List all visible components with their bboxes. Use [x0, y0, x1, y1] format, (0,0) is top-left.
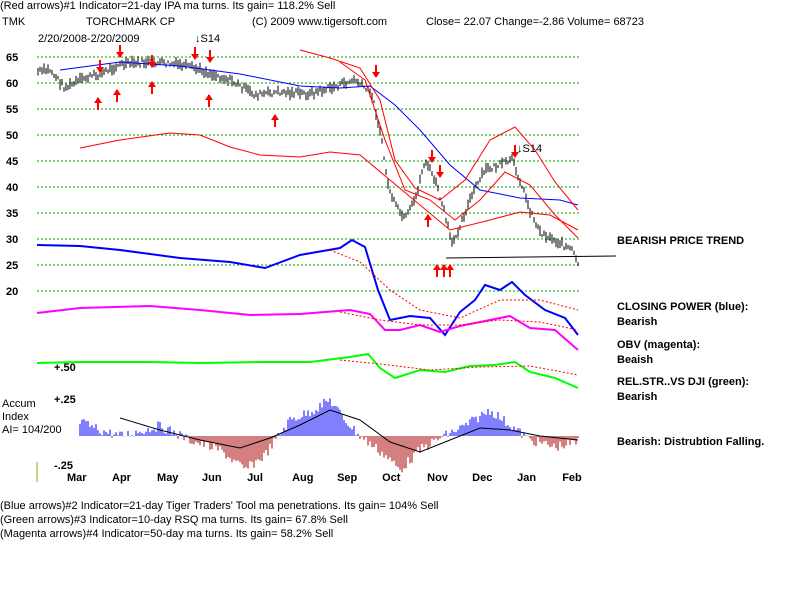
x-tick-label-sep: Sep	[337, 472, 357, 484]
x-tick-label-apr: Apr	[112, 472, 132, 484]
date-range: 2/20/2008-2/20/2009	[38, 33, 140, 45]
copyright-text: (C) 2009 www.tigersoft.com	[252, 16, 388, 28]
sell-arrow-0	[96, 60, 104, 73]
accum-ma-line	[119, 409, 579, 453]
y-tick-label-20: 20	[6, 286, 18, 298]
buy-arrow-3	[205, 94, 213, 107]
x-tick-label-jul: Jul	[247, 472, 263, 484]
buy-arrow-1	[113, 89, 121, 102]
accum-label-line3: AI= 104/200	[2, 424, 62, 436]
accum-top-tick: +.25	[54, 394, 76, 406]
chart-gridlines	[37, 56, 580, 292]
x-tick-label-nov: Nov	[427, 472, 449, 484]
x-tick-label-aug: Aug	[292, 472, 313, 484]
y-tick-label-40: 40	[6, 182, 18, 194]
accum-bottom-tick: -.25	[54, 460, 73, 472]
sell-arrow-3	[191, 47, 199, 60]
x-tick-label-oct: Oct	[382, 472, 401, 484]
rel-strength-line	[36, 352, 579, 389]
closing-power-line	[36, 238, 579, 337]
ticker-symbol: TMK	[2, 16, 26, 28]
buy-arrow-6	[433, 264, 441, 277]
rel-strength-label: REL.STR..VS DJI (green):	[617, 376, 750, 388]
x-tick-label-may: May	[157, 472, 179, 484]
chart-series	[36, 49, 617, 389]
quote-summary: Close= 22.07 Change=-2.86 Volume= 68723	[426, 16, 645, 28]
obv-label: OBV (magenta):	[617, 339, 701, 351]
s14-signal-label-2: ↓S14	[517, 143, 543, 155]
y-tick-label-55: 55	[6, 104, 18, 116]
y-tick-label-25: 25	[6, 260, 18, 272]
indicator-1-description: (Red arrows)#1 Indicator=21-day IPA ma t…	[0, 0, 336, 12]
y-tick-label-50: 50	[6, 130, 18, 142]
x-tick-label-feb: Feb	[562, 472, 582, 484]
obv-ma	[339, 311, 579, 331]
ma21-line	[339, 61, 579, 239]
indicator-4-description: (Magenta arrows)#4 Indicator=50-day ma t…	[0, 528, 334, 540]
buy-arrow-0	[94, 97, 102, 110]
ma50-line	[59, 61, 579, 206]
accumulation-index-panel	[79, 398, 579, 473]
y-tick-label-60: 60	[6, 78, 18, 90]
sell-arrow-6	[428, 150, 436, 163]
x-tick-label-mar: Mar	[67, 472, 87, 484]
company-name: TORCHMARK CP	[86, 16, 176, 28]
y-tick-label-45: 45	[6, 156, 18, 168]
buy-arrow-4	[271, 114, 279, 127]
sell-arrow-8	[511, 145, 519, 158]
x-tick-label-dec: Dec	[472, 472, 492, 484]
rel-strength-value: Bearish	[617, 391, 658, 403]
closing-power-value: Bearish	[617, 316, 658, 328]
rel-strength-ma	[339, 359, 579, 376]
obv-line	[36, 304, 579, 351]
bearish-trend-line	[445, 255, 617, 259]
sell-arrow-1	[116, 45, 124, 58]
buy-arrow-7	[440, 264, 448, 277]
accum-note: Bearish: Distrubtion Falling.	[617, 436, 765, 448]
signal-arrows	[94, 45, 519, 277]
x-tick-label-jun: Jun	[202, 472, 222, 484]
s14-signal-label-1: ↓S14	[195, 33, 221, 45]
x-axis: Mar Apr May Jun Jul Aug Sep Oct Nov Dec Jan Feb	[36, 462, 582, 484]
sell-arrow-2	[148, 55, 156, 68]
closing-power-ma	[329, 249, 579, 319]
accum-label-line1: Accum	[2, 398, 36, 410]
sell-arrow-4	[206, 50, 214, 63]
y-tick-label-65: 65	[6, 52, 18, 64]
y-axis: 65 60 55 50 45 40 35 30 25 20	[6, 52, 18, 298]
accum-label-line2: Index	[2, 411, 29, 423]
y-tick-label-35: 35	[6, 208, 18, 220]
buy-arrow-8	[446, 264, 454, 277]
rel-strength-tick: +.50	[54, 362, 76, 374]
sell-arrow-7	[436, 165, 444, 178]
upper-band-line	[299, 49, 579, 211]
bearish-trend-label: BEARISH PRICE TREND	[617, 235, 745, 247]
sell-arrow-5	[372, 65, 380, 78]
buy-arrow-2	[148, 81, 156, 94]
indicator-3-description: (Green arrows)#3 Indicator=10-day RSQ ma…	[0, 514, 348, 526]
x-tick-label-jan: Jan	[517, 472, 536, 484]
y-tick-label-30: 30	[6, 234, 18, 246]
lower-band-line	[79, 132, 579, 231]
obv-value: Beaish	[617, 354, 654, 366]
buy-arrow-5	[424, 214, 432, 227]
closing-power-label: CLOSING POWER (blue):	[617, 301, 749, 313]
indicator-2-description: (Blue arrows)#2 Indicator=21-day Tiger T…	[0, 500, 439, 512]
